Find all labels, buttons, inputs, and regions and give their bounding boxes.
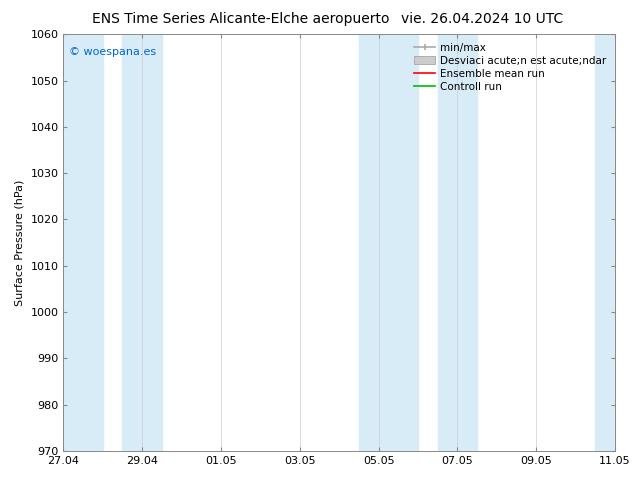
Bar bbox=[437, 34, 477, 451]
Text: vie. 26.04.2024 10 UTC: vie. 26.04.2024 10 UTC bbox=[401, 12, 563, 26]
Bar bbox=[359, 34, 418, 451]
Text: © woespana.es: © woespana.es bbox=[69, 47, 156, 57]
Bar bbox=[63, 34, 103, 451]
Bar bbox=[122, 34, 162, 451]
Text: ENS Time Series Alicante-Elche aeropuerto: ENS Time Series Alicante-Elche aeropuert… bbox=[92, 12, 390, 26]
Bar bbox=[595, 34, 615, 451]
Legend: min/max, Desviaci acute;n est acute;ndar, Ensemble mean run, Controll run: min/max, Desviaci acute;n est acute;ndar… bbox=[411, 40, 610, 95]
Y-axis label: Surface Pressure (hPa): Surface Pressure (hPa) bbox=[15, 179, 25, 306]
